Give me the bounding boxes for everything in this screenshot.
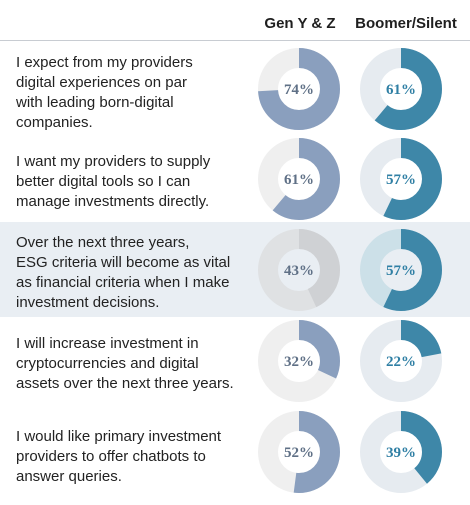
boomer-donut-label: 57%: [386, 172, 416, 188]
boomer-donut-label: 22%: [386, 354, 416, 370]
boomer-donut: 57%: [360, 229, 442, 311]
column-header-boomer-silent: Boomer/Silent: [355, 15, 457, 32]
row-divider: [0, 221, 470, 222]
gen-yz-donut-label: 61%: [284, 172, 314, 188]
header-divider: [0, 40, 470, 41]
row-divider: [0, 403, 470, 404]
boomer-donut: 57%: [360, 138, 442, 220]
boomer-donut: 22%: [360, 320, 442, 402]
boomer-donut-label: 39%: [386, 445, 416, 461]
gen-yz-donut: 74%: [258, 48, 340, 130]
column-header-gen-yz: Gen Y & Z: [264, 15, 336, 32]
table-row: I expect from my providers digital exper…: [0, 41, 470, 136]
row-statement: I want my providers to supply better dig…: [16, 153, 211, 210]
boomer-donut-segment: [360, 48, 442, 130]
table-row: I want my providers to supply better dig…: [0, 136, 470, 222]
gen-yz-donut-label: 43%: [284, 263, 314, 279]
boomer-donut-segment: [360, 320, 442, 402]
gen-yz-donut-segment: [258, 320, 340, 402]
gen-yz-donut-label: 32%: [284, 354, 314, 370]
row-divider: [0, 499, 470, 500]
row-statement: I expect from my providers digital exper…: [16, 54, 193, 131]
gen-yz-donut: 32%: [258, 320, 340, 402]
row-divider: [0, 317, 470, 318]
boomer-donut-label: 57%: [386, 263, 416, 279]
gen-yz-donut: 52%: [258, 411, 340, 493]
table-row: I would like primary investment provider…: [0, 404, 470, 500]
gen-yz-donut-segment: [258, 48, 340, 130]
table-row: Over the next three years, ESG criteria …: [0, 222, 470, 318]
row-statement: Over the next three years, ESG criteria …: [16, 234, 231, 311]
boomer-donut-segment: [360, 411, 442, 493]
gen-yz-donut: 43%: [258, 229, 340, 311]
table-row: I will increase investment in cryptocurr…: [0, 318, 470, 404]
boomer-donut-label: 61%: [386, 82, 416, 98]
gen-yz-donut-segment: [258, 229, 340, 311]
boomer-donut: 39%: [360, 411, 442, 493]
gen-yz-donut-label: 74%: [284, 82, 314, 98]
boomer-donut: 61%: [360, 48, 442, 130]
row-statement: I will increase investment in cryptocurr…: [16, 335, 234, 392]
row-statement: I would like primary investment provider…: [16, 428, 222, 485]
boomer-donut-segment: [360, 229, 442, 311]
row-divider: [0, 135, 470, 136]
boomer-donut-segment: [360, 138, 442, 220]
gen-yz-donut-label: 52%: [284, 445, 314, 461]
gen-yz-donut-segment: [258, 411, 340, 493]
gen-yz-donut: 61%: [258, 138, 340, 220]
gen-yz-donut-segment: [258, 138, 340, 220]
